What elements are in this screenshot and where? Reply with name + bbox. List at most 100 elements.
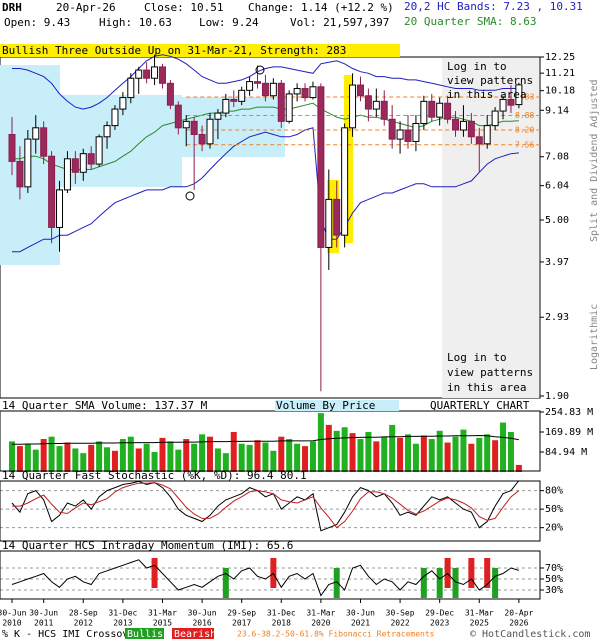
candle-body — [111, 108, 119, 127]
pattern-marker — [185, 191, 195, 201]
volume-bar — [492, 440, 499, 472]
x-tick-label: 30-Sep — [386, 609, 415, 618]
login-text: Log in to — [447, 60, 507, 73]
indicator-line — [12, 102, 519, 170]
volume-bar — [214, 448, 221, 472]
candle-body — [515, 84, 523, 106]
x-tick-label: 31-Dec — [108, 609, 137, 618]
y-tick-label: 6.04 — [545, 181, 569, 192]
candle-body — [87, 153, 95, 165]
y-tick-label: 10.18 — [545, 86, 575, 97]
candle-body — [491, 110, 499, 127]
side-label: Split and Dividend Adjusted — [589, 79, 600, 242]
x-tick-label: 2018 — [272, 619, 291, 628]
volume-bar — [460, 429, 467, 472]
volume-bar — [254, 440, 261, 472]
candle-body — [269, 82, 277, 97]
candle-body — [285, 93, 293, 122]
volume-bar — [357, 439, 364, 472]
volume-bar — [262, 442, 269, 472]
volume-bar — [452, 436, 459, 472]
volume-bar — [333, 430, 340, 472]
volume-bar — [88, 444, 95, 472]
vbp-bg — [275, 400, 399, 411]
candle-body — [63, 158, 71, 191]
candle-body — [293, 88, 301, 95]
bullish-signal — [333, 568, 340, 598]
volume-bar — [436, 430, 443, 472]
candle-body — [372, 100, 380, 110]
volume-bar — [96, 441, 103, 472]
volume-bar — [159, 437, 166, 472]
candle-body — [95, 136, 103, 165]
candle-body — [301, 88, 309, 99]
candle-body — [444, 102, 452, 120]
sma-label: 20 Quarter SMA: 8.63 — [404, 15, 536, 28]
x-tick-label: 31-Mar — [465, 609, 494, 618]
footer-text: % K - HCS IMI Crossover, — [2, 629, 147, 640]
x-tick-label: 2025 — [470, 619, 489, 628]
x-tick-label: 30-Jun — [29, 609, 58, 618]
volume-bar — [48, 436, 55, 472]
bullish-signal — [436, 568, 443, 598]
candle-body — [158, 66, 166, 84]
volume-sma — [12, 434, 519, 445]
x-tick-label: 2016 — [192, 619, 211, 628]
volume-bar — [119, 439, 126, 472]
volume-bar — [484, 434, 491, 472]
candle-body — [428, 100, 436, 118]
candle-body — [380, 100, 388, 120]
candle-body — [119, 97, 127, 110]
bearish-signal — [484, 558, 491, 588]
volume-bar — [199, 434, 206, 472]
y-tick-label: 20% — [545, 523, 563, 534]
x-tick-label: 30-Jun — [346, 609, 375, 618]
volume-bar — [32, 449, 39, 472]
candle-body — [349, 84, 357, 129]
x-tick-label: 2017 — [232, 619, 251, 628]
y-tick-label: 254.83 M — [545, 407, 593, 418]
volume-bar — [468, 443, 475, 472]
footer-text: 23.6-38.2-50-61.8% Fibonacci Retracement… — [237, 630, 435, 639]
stoch-frame — [0, 480, 541, 542]
bullish-signal — [492, 568, 499, 598]
indicator-line — [12, 482, 520, 529]
login-text: view patterns — [447, 366, 533, 379]
volume-bar — [515, 464, 522, 472]
candle-body — [48, 155, 56, 228]
date: 20-Apr-26 — [56, 1, 116, 14]
volume-bar — [373, 441, 380, 472]
volume-bar — [127, 436, 134, 472]
volume-bar — [24, 443, 31, 472]
candle-body — [190, 120, 198, 136]
y-tick-label: 70% — [545, 563, 563, 574]
candle-body — [499, 98, 507, 112]
volume-bar — [317, 413, 324, 472]
volume-bar — [9, 441, 15, 472]
panel-title: 14 Quarter Fast Stochastic (%K, %D): 96.… — [2, 469, 307, 482]
candle-body — [364, 95, 372, 110]
candle-body — [24, 138, 32, 188]
pattern-text: Bullish Three Outside Up on 31-Mar-21, S… — [2, 44, 346, 57]
candle-body — [420, 100, 428, 124]
volume-bar — [428, 439, 435, 472]
volume-bar — [341, 427, 348, 472]
volume-bar — [56, 446, 63, 472]
candle-body — [222, 98, 230, 114]
candle-body — [333, 198, 341, 236]
candle-body — [174, 104, 182, 129]
volume-bar — [302, 446, 309, 472]
x-tick-label: 31-Mar — [306, 609, 335, 618]
x-tick-label: 30-Jun — [188, 609, 217, 618]
volume-bar — [349, 433, 356, 472]
volume-bar — [64, 442, 71, 472]
volume-frame — [0, 410, 541, 472]
y-tick-label: 50% — [545, 574, 563, 585]
candle-body — [246, 81, 254, 91]
candle-body — [238, 89, 246, 102]
candle-body — [198, 134, 206, 145]
bullish-signal — [222, 568, 229, 598]
legend-bearish — [172, 628, 214, 639]
login-text: Log in to — [447, 351, 507, 364]
volume-bar — [500, 422, 507, 472]
